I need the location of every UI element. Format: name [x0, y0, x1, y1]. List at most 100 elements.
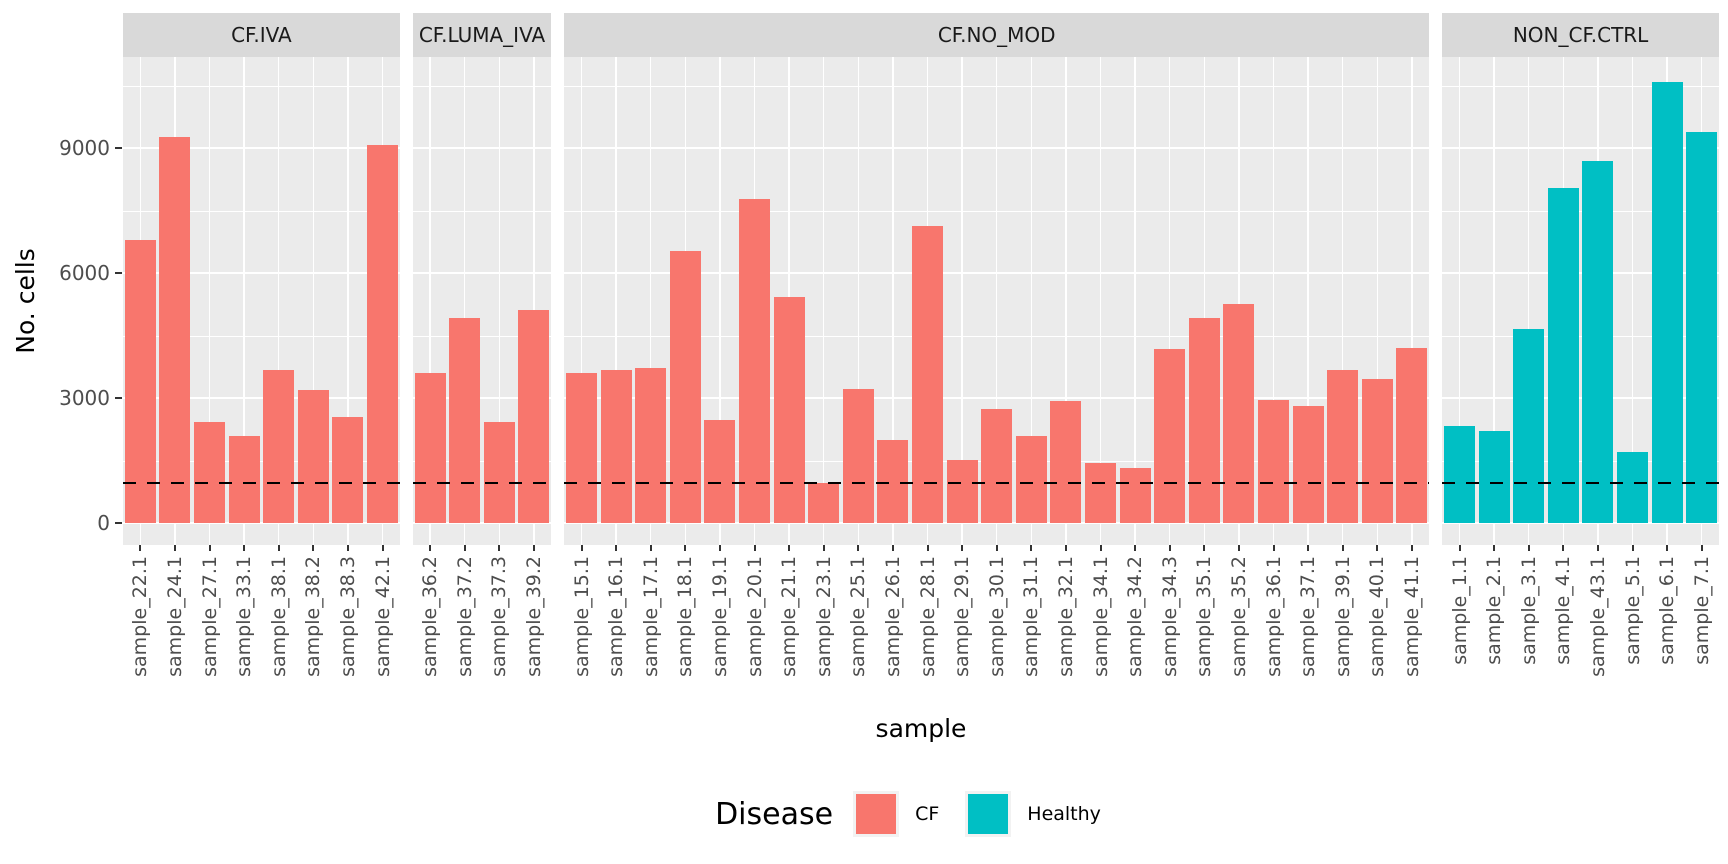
bar-sample_3.1	[1513, 328, 1545, 524]
x-tick-mark	[208, 545, 211, 551]
category-gridline	[719, 57, 721, 545]
facet-panel-CF.IVA	[123, 57, 400, 545]
major-gridline	[412, 397, 552, 400]
y-tick-mark	[115, 522, 122, 525]
cf-color-swatch	[853, 791, 900, 837]
category-gridline	[580, 57, 583, 545]
x-tick-label-sample_30.1: sample_30.1	[985, 556, 1008, 677]
healthy-color-swatch	[965, 791, 1012, 837]
x-tick-mark	[173, 545, 176, 551]
category-gridline	[1376, 57, 1379, 545]
x-tick-mark	[718, 545, 721, 551]
x-tick-label-sample_38.1: sample_38.1	[267, 556, 290, 677]
minor-gridline	[1442, 85, 1719, 87]
x-tick-label-sample_25.1: sample_25.1	[847, 556, 870, 677]
x-tick-label-sample_1.1: sample_1.1	[1448, 556, 1471, 665]
x-tick-label-sample_21.1: sample_21.1	[778, 556, 801, 677]
category-gridline	[649, 57, 652, 545]
bar-sample_18.1	[669, 250, 701, 524]
x-tick-mark	[649, 545, 652, 551]
minor-gridline	[412, 460, 552, 462]
major-gridline	[412, 522, 552, 525]
x-tick-mark	[1376, 545, 1379, 551]
bar-sample_37.3	[483, 422, 515, 524]
category-gridline	[1030, 57, 1033, 545]
bar-sample_6.1	[1651, 81, 1683, 524]
x-tick-mark	[926, 545, 929, 551]
category-gridline	[822, 57, 825, 545]
bar-sample_39.1	[1327, 369, 1359, 524]
x-tick-mark	[1168, 545, 1171, 551]
minor-gridline	[412, 210, 552, 212]
bar-sample_7.1	[1686, 131, 1718, 524]
x-tick-label-sample_34.1: sample_34.1	[1089, 556, 1112, 677]
y-tick-label: 6000	[59, 261, 110, 286]
x-tick-label-sample_36.2: sample_36.2	[419, 556, 442, 677]
x-tick-label-sample_16.1: sample_16.1	[605, 556, 628, 677]
major-gridline	[123, 397, 400, 400]
x-tick-mark	[615, 545, 618, 551]
category-gridline	[1238, 57, 1240, 545]
x-tick-mark	[1064, 545, 1067, 551]
x-tick-mark	[891, 545, 894, 551]
category-gridline	[243, 57, 245, 545]
major-gridline	[123, 522, 400, 525]
facet-strip-CF.IVA: CF.IVA	[123, 13, 400, 57]
bar-sample_31.1	[1015, 435, 1047, 524]
x-axis-title: sample	[875, 714, 967, 743]
x-tick-mark	[139, 545, 142, 551]
x-tick-label-sample_38.2: sample_38.2	[302, 556, 325, 677]
category-gridline	[429, 57, 431, 545]
bar-sample_33.1	[228, 435, 260, 524]
category-gridline	[208, 57, 211, 545]
bar-sample_35.2	[1223, 304, 1255, 524]
x-tick-mark	[381, 545, 384, 551]
x-tick-mark	[1203, 545, 1206, 551]
bar-sample_37.2	[449, 317, 481, 524]
x-tick-label-sample_19.1: sample_19.1	[708, 556, 731, 677]
bar-sample_27.1	[193, 422, 226, 524]
x-tick-label-sample_34.3: sample_34.3	[1158, 556, 1181, 677]
x-tick-label-sample_39.2: sample_39.2	[522, 556, 545, 677]
x-tick-label-sample_4.1: sample_4.1	[1552, 556, 1575, 665]
bar-sample_37.1	[1292, 405, 1324, 524]
x-tick-mark	[1562, 545, 1565, 551]
x-tick-mark	[1458, 545, 1461, 551]
bar-sample_21.1	[773, 297, 805, 524]
bar-sample_34.1	[1084, 462, 1117, 524]
category-gridline	[347, 57, 349, 545]
bar-sample_40.1	[1361, 379, 1393, 524]
y-tick-mark	[115, 272, 122, 275]
x-tick-label-sample_40.1: sample_40.1	[1366, 556, 1389, 677]
category-gridline	[995, 57, 998, 545]
minor-gridline	[1442, 210, 1719, 212]
category-gridline	[1203, 57, 1206, 545]
major-gridline	[1442, 522, 1719, 525]
minor-gridline	[412, 85, 552, 87]
legend-label-cf: CF	[915, 803, 940, 825]
x-tick-label-sample_32.1: sample_32.1	[1054, 556, 1077, 677]
category-gridline	[1272, 57, 1275, 545]
bar-sample_4.1	[1547, 187, 1579, 524]
x-tick-mark	[532, 545, 535, 551]
x-tick-mark	[1272, 545, 1275, 551]
x-tick-mark	[1099, 545, 1102, 551]
major-gridline	[412, 147, 552, 150]
x-tick-mark	[312, 545, 315, 551]
x-tick-label-sample_23.1: sample_23.1	[812, 556, 835, 677]
legend-label-healthy: Healthy	[1027, 803, 1101, 825]
bar-sample_38.3	[332, 417, 364, 524]
category-gridline	[1631, 57, 1634, 545]
facet-strip-NON_CF.CTRL: NON_CF.CTRL	[1442, 13, 1719, 57]
x-tick-mark	[822, 545, 825, 551]
category-gridline	[1168, 57, 1171, 545]
x-tick-label-sample_42.1: sample_42.1	[371, 556, 394, 677]
bar-sample_38.1	[263, 369, 295, 524]
y-tick-mark	[115, 397, 122, 400]
x-tick-mark	[429, 545, 432, 551]
x-tick-mark	[961, 545, 964, 551]
x-tick-mark	[1134, 545, 1137, 551]
bar-sample_36.2	[414, 372, 446, 524]
threshold-dashed-line	[564, 481, 1430, 485]
